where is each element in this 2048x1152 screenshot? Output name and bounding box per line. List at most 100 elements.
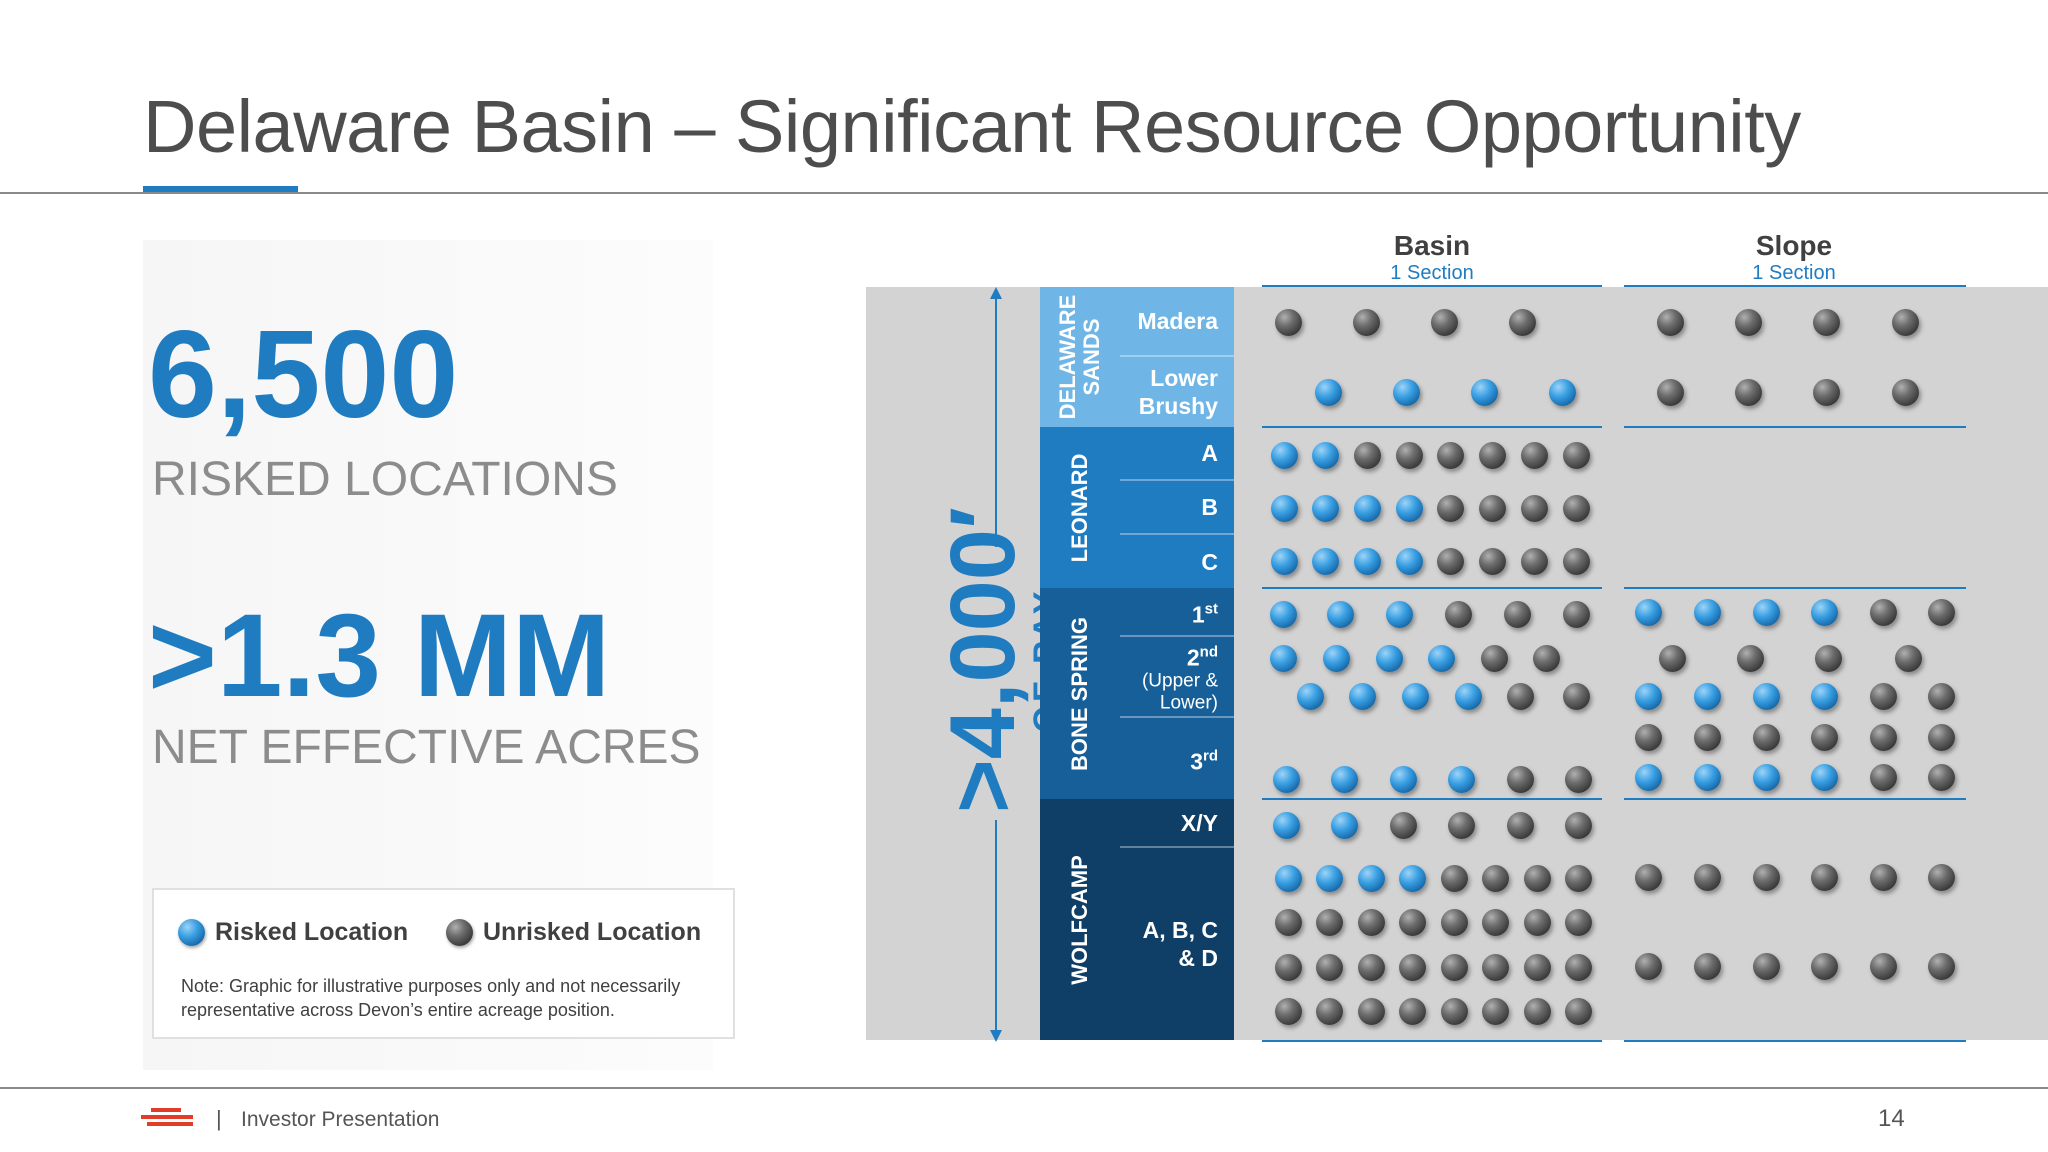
zone-wolfcamp-abcd-label: A, B, C & D: [1143, 916, 1218, 972]
basin-unrisked-location-dot: [1448, 812, 1475, 839]
basin-unrisked-location-dot: [1507, 683, 1534, 710]
slope-unrisked-location-dot: [1870, 599, 1897, 626]
group-bone-spring-label: BONE SPRING: [1067, 616, 1092, 771]
basin-risked-location-dot: [1354, 548, 1381, 575]
slope-unrisked-location-dot: [1753, 953, 1780, 980]
basin-unrisked-location-dot: [1521, 548, 1548, 575]
basin-unrisked-location-dot: [1275, 954, 1302, 981]
basin-risked-location-dot: [1358, 865, 1385, 892]
slope-unrisked-location-dot: [1694, 953, 1721, 980]
basin-unrisked-location-dot: [1524, 909, 1551, 936]
unrisked-dot-icon: [446, 919, 473, 946]
basin-unrisked-location-dot: [1563, 548, 1590, 575]
basin-risked-location-dot: [1323, 645, 1350, 672]
pay-arrow-up-icon: [990, 287, 1002, 299]
zone-bone-spring-1st: 1st: [1120, 588, 1234, 637]
slope-unrisked-location-dot: [1928, 599, 1955, 626]
slope-risked-location-dot: [1811, 599, 1838, 626]
basin-unrisked-location-dot: [1445, 601, 1472, 628]
basin-unrisked-location-dot: [1521, 495, 1548, 522]
slope-unrisked-location-dot: [1928, 683, 1955, 710]
basin-risked-location-dot: [1331, 766, 1358, 793]
basin-risked-location-dot: [1549, 379, 1576, 406]
basin-unrisked-location-dot: [1524, 865, 1551, 892]
basin-sep-leonard: [1262, 587, 1602, 589]
footer-divider: [0, 1087, 2048, 1089]
basin-unrisked-location-dot: [1481, 645, 1508, 672]
basin-unrisked-location-dot: [1507, 812, 1534, 839]
basin-sep-bonespring: [1262, 798, 1602, 800]
slope-unrisked-location-dot: [1811, 864, 1838, 891]
basin-subtitle: 1 Section: [1390, 262, 1474, 284]
basin-unrisked-location-dot: [1565, 812, 1592, 839]
risked-locations-value: 6,500: [148, 306, 459, 444]
basin-risked-location-dot: [1331, 812, 1358, 839]
basin-unrisked-location-dot: [1275, 309, 1302, 336]
basin-risked-location-dot: [1327, 601, 1354, 628]
zone-bs1-num: 1: [1191, 600, 1205, 627]
basin-unrisked-location-dot: [1509, 309, 1536, 336]
zone-bs2-sub1: (Upper &: [1141, 670, 1218, 692]
basin-unrisked-location-dot: [1441, 909, 1468, 936]
slope-title: Slope: [1755, 230, 1833, 261]
basin-unrisked-location-dot: [1524, 998, 1551, 1025]
slope-sep-bottom: [1624, 1040, 1966, 1042]
basin-unrisked-location-dot: [1275, 909, 1302, 936]
group-leonard: LEONARD: [1040, 427, 1120, 588]
basin-unrisked-location-dot: [1431, 309, 1458, 336]
slope-unrisked-location-dot: [1737, 645, 1764, 672]
slope-risked-location-dot: [1694, 599, 1721, 626]
zone-bs2-label: 2nd (Upper & Lower): [1142, 638, 1218, 715]
slope-unrisked-location-dot: [1870, 764, 1897, 791]
slope-unrisked-location-dot: [1870, 864, 1897, 891]
zone-leonard-b: B: [1120, 481, 1234, 535]
zone-lower-brushy-line1: Lower: [1150, 365, 1218, 391]
basin-unrisked-location-dot: [1358, 954, 1385, 981]
basin-unrisked-location-dot: [1482, 865, 1509, 892]
pay-line-bottom: [995, 820, 997, 1032]
basin-risked-location-dot: [1386, 601, 1413, 628]
legend-unrisked: Unrisked Location: [446, 918, 701, 947]
basin-unrisked-location-dot: [1565, 954, 1592, 981]
slope-unrisked-location-dot: [1928, 724, 1955, 751]
slope-unrisked-location-dot: [1928, 764, 1955, 791]
basin-header: Basin 1 Section: [1262, 230, 1602, 284]
basin-unrisked-location-dot: [1507, 766, 1534, 793]
slope-sep-leonard: [1624, 587, 1966, 589]
slope-unrisked-location-dot: [1753, 724, 1780, 751]
zone-bs2-num: 2: [1186, 643, 1200, 670]
slope-unrisked-location-dot: [1870, 953, 1897, 980]
basin-risked-location-dot: [1349, 683, 1376, 710]
slope-unrisked-location-dot: [1635, 864, 1662, 891]
zone-wolfcamp-abcd: A, B, C & D: [1120, 848, 1234, 1040]
slope-risked-location-dot: [1811, 764, 1838, 791]
slope-sep-bonespring: [1624, 798, 1966, 800]
slope-unrisked-location-dot: [1870, 724, 1897, 751]
basin-risked-location-dot: [1275, 865, 1302, 892]
pay-line-top: [995, 297, 997, 547]
zone-wolfcamp-xy: X/Y: [1120, 799, 1234, 848]
slope-risked-location-dot: [1753, 599, 1780, 626]
group-delaware-sands-label: DELAWARE SANDS: [1055, 295, 1104, 420]
basin-unrisked-location-dot: [1437, 495, 1464, 522]
slope-unrisked-location-dot: [1815, 645, 1842, 672]
basin-unrisked-location-dot: [1482, 998, 1509, 1025]
basin-risked-location-dot: [1399, 865, 1426, 892]
footer-title: Investor Presentation: [241, 1108, 440, 1131]
legend-unrisked-label: Unrisked Location: [483, 918, 702, 946]
basin-unrisked-location-dot: [1358, 998, 1385, 1025]
slope-unrisked-location-dot: [1659, 645, 1686, 672]
basin-risked-location-dot: [1448, 766, 1475, 793]
basin-sep-delaware: [1262, 426, 1602, 428]
zone-madera: Madera: [1120, 287, 1234, 357]
basin-unrisked-location-dot: [1563, 495, 1590, 522]
basin-risked-location-dot: [1312, 495, 1339, 522]
group-delaware-sands: DELAWARE SANDS: [1040, 287, 1120, 427]
slope-section-line: [1624, 285, 1966, 287]
footer-separator: |: [216, 1106, 222, 1131]
group-wolfcamp: WOLFCAMP: [1040, 799, 1120, 1040]
zone-bs2-sup: nd: [1199, 643, 1218, 661]
slope-unrisked-location-dot: [1928, 864, 1955, 891]
slope-unrisked-location-dot: [1813, 379, 1840, 406]
basin-unrisked-location-dot: [1399, 954, 1426, 981]
